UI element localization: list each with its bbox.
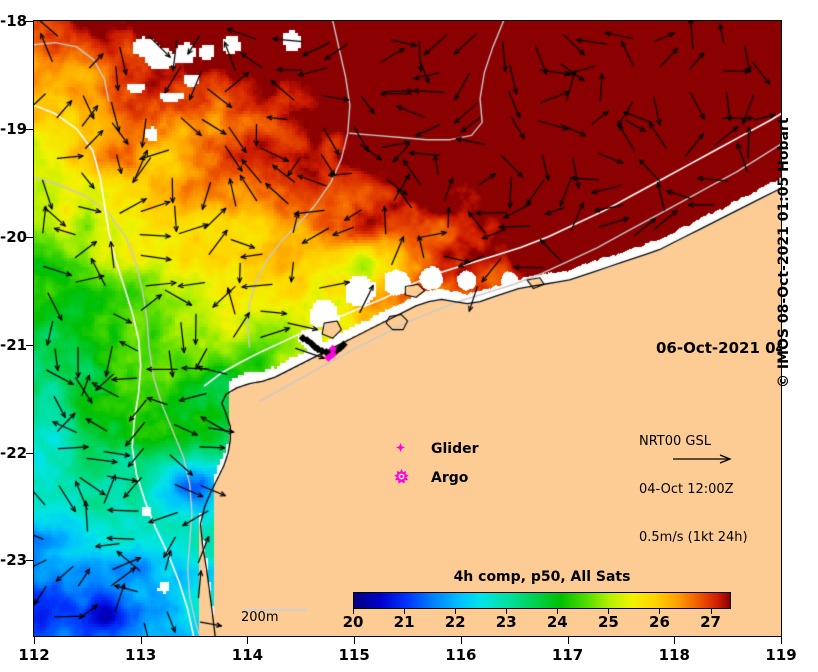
colorbar-tick-label: 22 xyxy=(444,613,466,631)
x-axis-label: 112 xyxy=(18,646,50,664)
y-axis-label: -22 xyxy=(0,443,28,462)
x-axis-label: 117 xyxy=(551,646,584,664)
argo-marker-icon xyxy=(394,469,409,484)
y-axis-tick xyxy=(26,344,33,346)
x-axis-tick xyxy=(354,637,356,644)
y-axis-label: -20 xyxy=(0,227,28,246)
colorbar-tick-label: 23 xyxy=(495,613,517,631)
colorbar-tick-label: 24 xyxy=(546,613,568,631)
colorbar-tick-label: 26 xyxy=(649,613,670,631)
x-axis-tick xyxy=(567,637,569,644)
y-axis-tick xyxy=(26,128,33,130)
bathymetry-200m-label: 200m xyxy=(241,610,279,625)
colorbar-tick-label: 21 xyxy=(393,613,415,631)
x-axis-label: 113 xyxy=(125,646,157,664)
y-axis-label: -18 xyxy=(0,12,28,30)
credit-text: © IMOS 08-Oct-2021 01:05 Hobart xyxy=(776,117,792,388)
colorbar-tick xyxy=(710,609,712,614)
x-axis-label: 116 xyxy=(445,646,477,664)
colorbar-tick xyxy=(659,609,661,614)
colorbar-tick-label: 25 xyxy=(597,613,619,631)
date-stamp: 06-Oct-2021 04Z xyxy=(656,339,781,357)
bathymetry-1000m-line-sample xyxy=(244,609,307,611)
x-axis-label: 114 xyxy=(231,646,264,664)
bathymetry-legend: 200m 1000m xyxy=(241,575,287,636)
colorbar-tick xyxy=(506,609,508,614)
vector-scale-legend: NRT00 GSL 04-Oct 12:00Z 0.5m/s (1kt 24h) xyxy=(639,402,748,578)
colorbar-tick xyxy=(455,609,457,614)
vector-legend-line1: NRT00 GSL xyxy=(639,434,711,449)
y-axis-tick xyxy=(26,236,33,238)
vector-legend-line3: 0.5m/s (1kt 24h) xyxy=(639,530,748,545)
y-axis-label: -23 xyxy=(0,551,28,570)
colorbar-tick xyxy=(353,609,354,614)
map-plot-area[interactable]: 06-Oct-2021 04Z NRT00 GSL 04-Oct 12:00Z … xyxy=(33,20,782,637)
x-axis-tick xyxy=(140,637,142,644)
x-axis-label: 119 xyxy=(765,646,797,664)
y-axis-tick xyxy=(26,452,33,454)
x-axis-tick xyxy=(674,637,676,644)
glider-marker-icon xyxy=(396,443,405,452)
x-axis-tick xyxy=(460,637,462,644)
vector-scale-arrow-icon xyxy=(673,454,732,464)
map-overlay-canvas xyxy=(34,21,781,636)
colorbar-tick xyxy=(404,609,406,614)
x-axis-label: 115 xyxy=(338,646,370,664)
x-axis-tick xyxy=(247,637,249,644)
colorbar-title: 4h comp, p50, All Sats xyxy=(453,569,631,585)
x-axis-tick xyxy=(34,637,35,644)
vector-legend-line2: 04-Oct 12:00Z xyxy=(639,482,734,497)
colorbar-tick xyxy=(557,609,559,614)
y-axis-tick xyxy=(26,21,33,22)
legend-label-glider: Glider xyxy=(431,441,479,457)
colorbar[interactable] xyxy=(353,592,731,609)
x-axis-label: 118 xyxy=(658,646,690,664)
y-axis-label: -21 xyxy=(0,335,28,354)
colorbar-tick xyxy=(608,609,610,614)
y-axis-tick xyxy=(26,560,33,562)
x-axis-tick xyxy=(781,637,782,644)
colorbar-tick-label: 20 xyxy=(342,613,364,631)
y-axis-label: -19 xyxy=(0,119,28,138)
legend-label-argo: Argo xyxy=(431,470,469,486)
colorbar-tick-label: 27 xyxy=(700,613,721,631)
